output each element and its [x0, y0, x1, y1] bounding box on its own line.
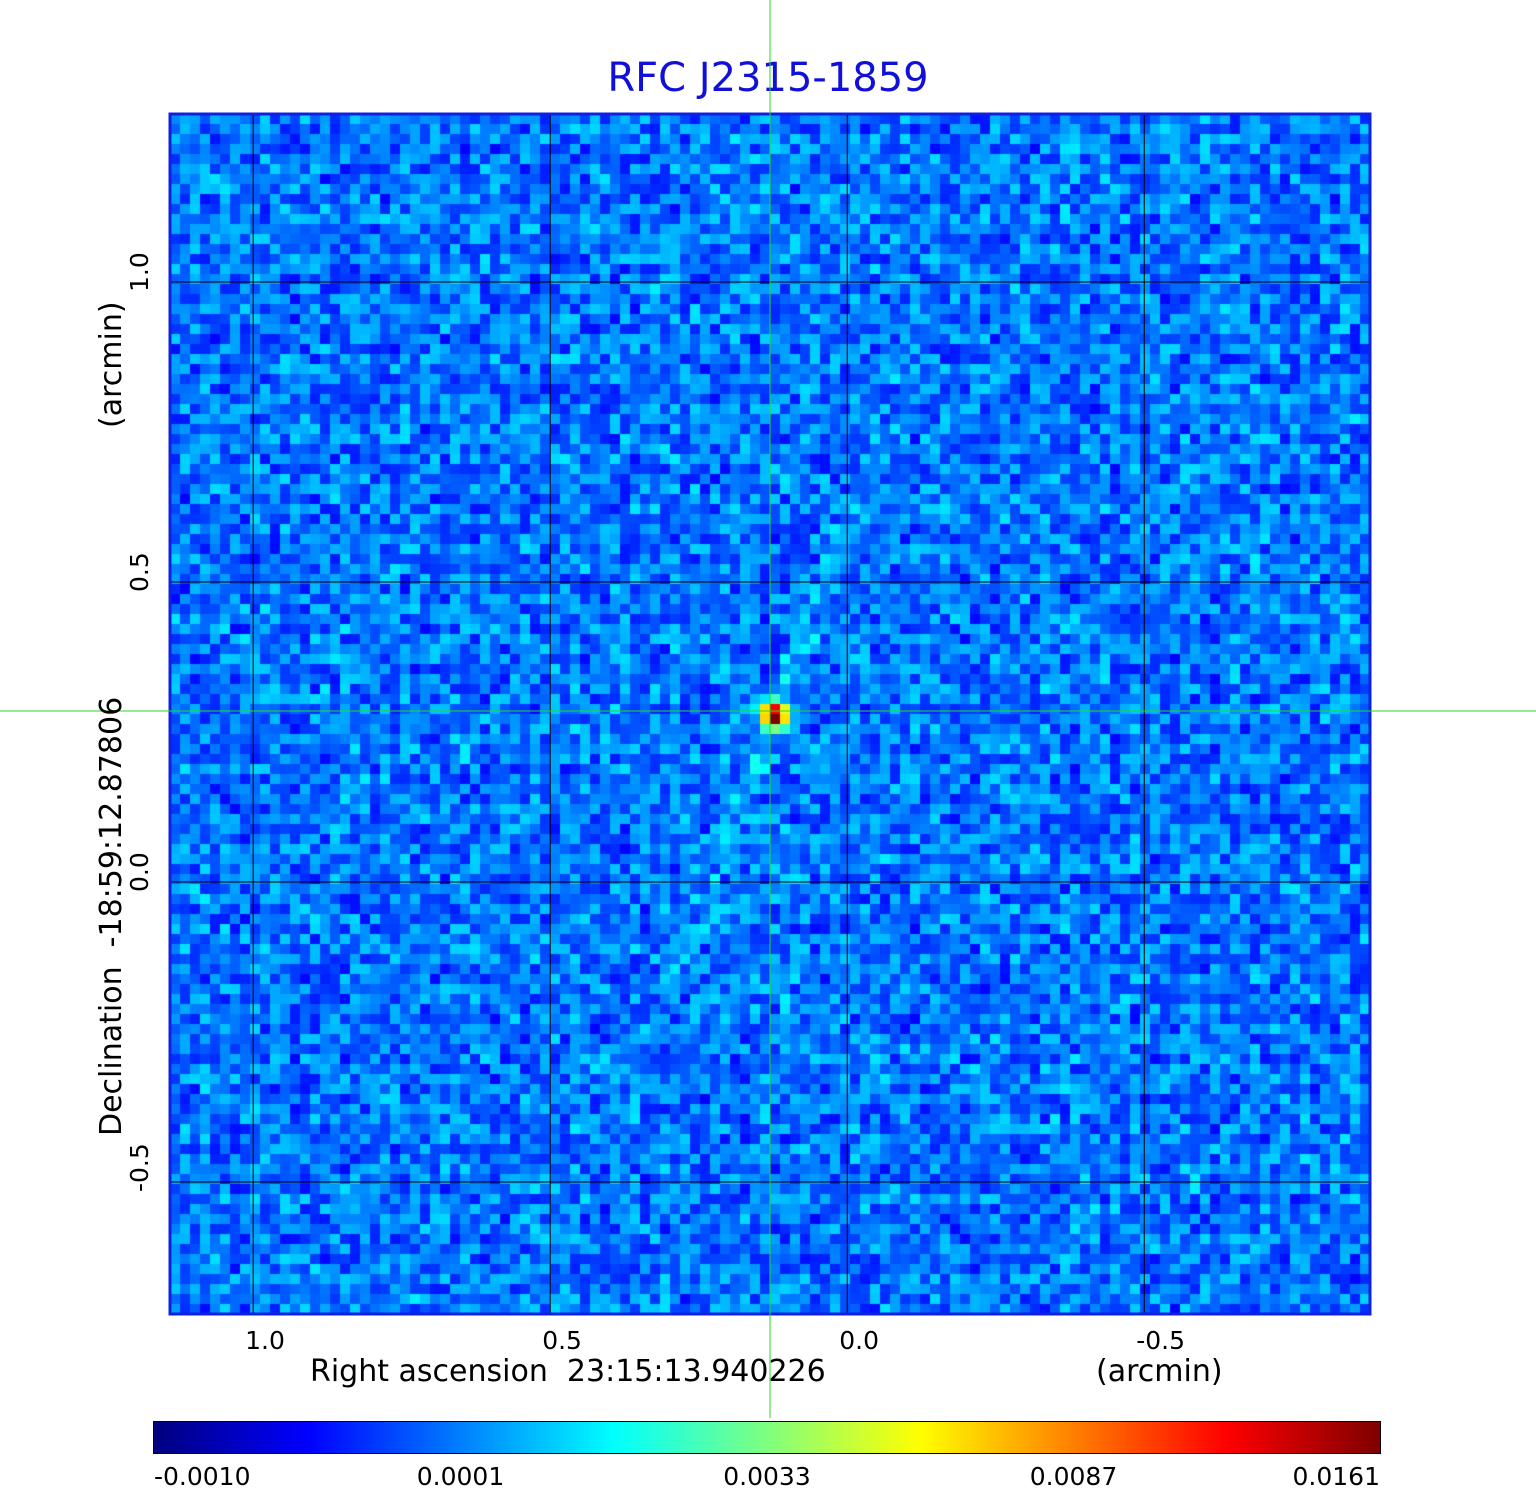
y-axis-unit: (arcmin): [94, 301, 129, 428]
y-tick-label: -0.5: [125, 1143, 154, 1192]
colorbar-tick-label: 0.0087: [1029, 1462, 1118, 1491]
x-axis-unit: (arcmin): [1096, 1354, 1223, 1389]
x-tick-label: 0.0: [839, 1326, 879, 1355]
x-tick-label: 1.0: [245, 1326, 285, 1355]
y-tick-label: 0.0: [125, 852, 154, 892]
chart-title: RFC J2315-1859: [607, 55, 929, 101]
colorbar-tick-label: 0.0161: [1292, 1462, 1380, 1491]
y-tick-label: 0.5: [125, 552, 154, 592]
colorbar: [153, 1421, 1381, 1454]
colorbar-tick-label: 0.0033: [723, 1462, 811, 1491]
x-tick-label: -0.5: [1136, 1326, 1186, 1355]
colorbar-tick-label: -0.0010: [154, 1462, 251, 1491]
x-axis-label: Right ascension 23:15:13.940226: [310, 1354, 826, 1389]
colorbar-tick-label: 0.0001: [416, 1462, 505, 1491]
y-tick-label: 1.0: [125, 252, 154, 292]
x-tick-label: 0.5: [542, 1326, 582, 1355]
y-axis-label: Declination -18:59:12.87806: [94, 696, 129, 1136]
